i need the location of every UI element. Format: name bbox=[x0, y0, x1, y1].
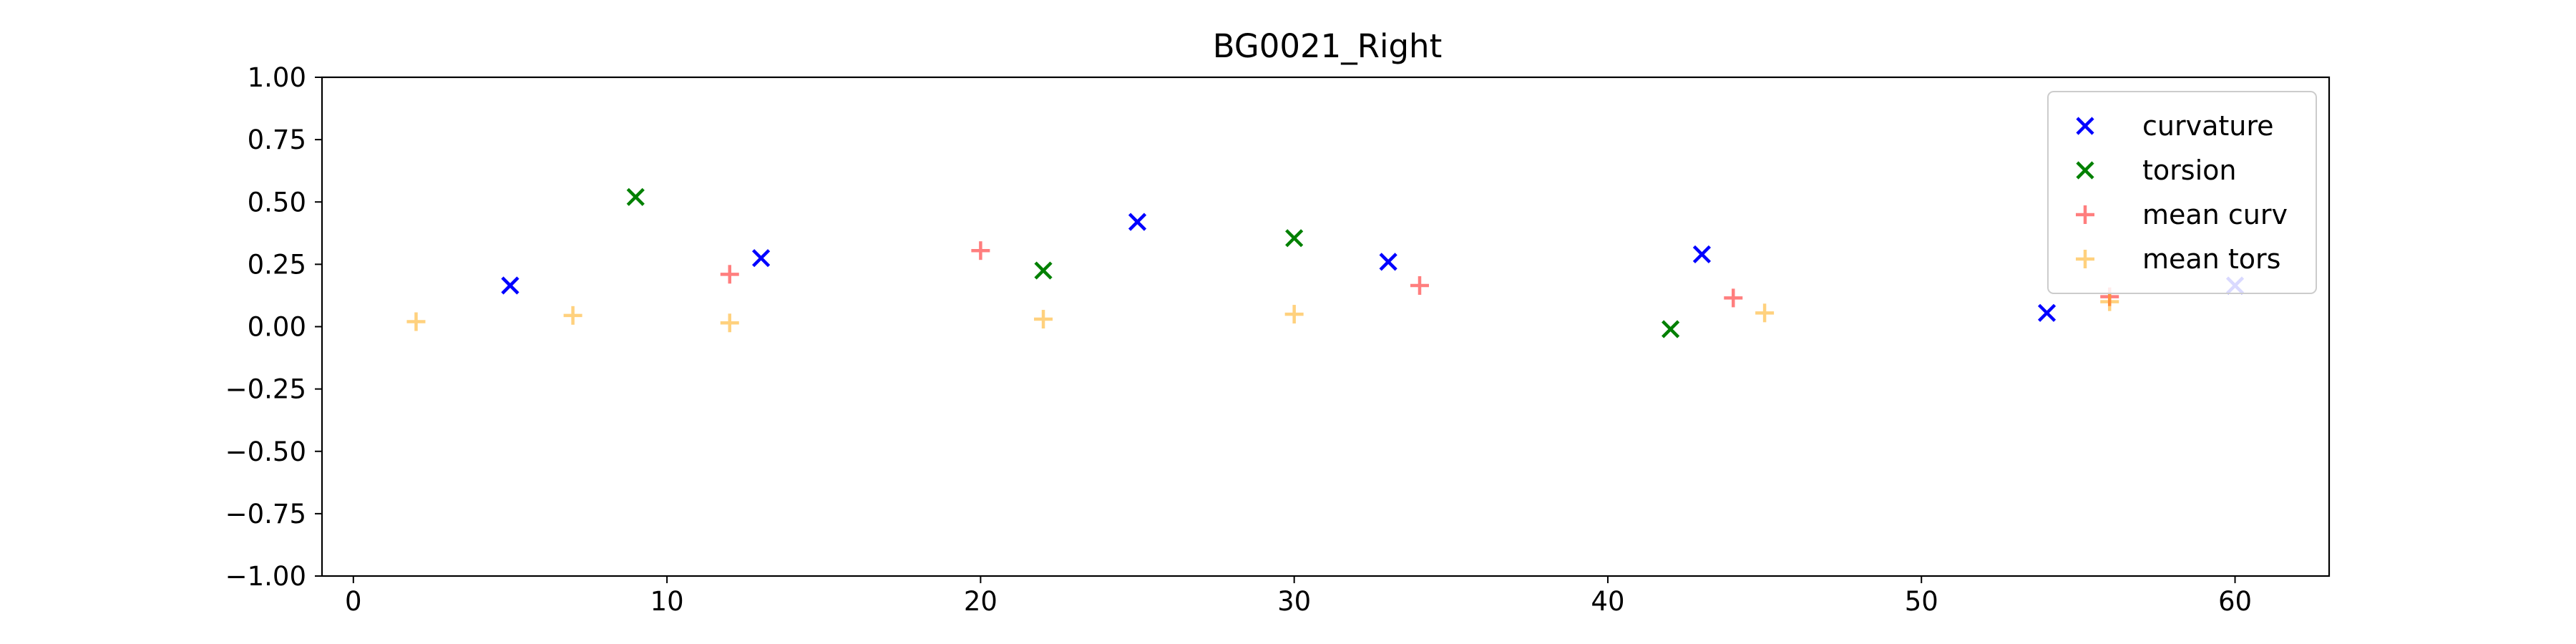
data-point-mean-tors bbox=[1755, 303, 1775, 323]
data-point-torsion-stroke bbox=[1285, 229, 1304, 248]
chart-title: BG0021_Right bbox=[1213, 27, 1442, 65]
plot-area: 0 10 20 30 40 50 60 −1.00 −0.75 −0.50 −0.25 0.00 0.2… bbox=[225, 62, 2331, 617]
y-tick-label: −0.50 bbox=[225, 436, 306, 467]
data-point-mean-tors bbox=[1284, 305, 1304, 324]
data-point-mean-tors bbox=[406, 312, 426, 331]
y-tick-label: −0.75 bbox=[225, 499, 306, 530]
legend-marker-mean-tors bbox=[2076, 250, 2094, 268]
data-point-mean-curv bbox=[1410, 275, 1429, 295]
legend-label-mean-curv: mean curv bbox=[2142, 199, 2288, 230]
legend-label-mean-tors: mean tors bbox=[2142, 243, 2280, 275]
data-point-curvature-stroke bbox=[1128, 213, 1147, 231]
legend-marker-mean-curv bbox=[2076, 205, 2094, 224]
data-point-torsion bbox=[626, 187, 645, 206]
legend-marker-curvature bbox=[2076, 117, 2094, 135]
x-tick-label: 60 bbox=[2218, 586, 2252, 617]
y-tick-label: 1.00 bbox=[248, 62, 306, 93]
legend: curvature torsion mean curv mean tors bbox=[2047, 91, 2317, 294]
y-tick-label: 0.50 bbox=[248, 187, 306, 218]
data-point-torsion-stroke bbox=[1662, 320, 1680, 338]
legend-marker-torsion bbox=[2076, 161, 2094, 180]
data-point-torsion bbox=[1034, 261, 1053, 280]
x-tick-label: 40 bbox=[1591, 586, 1624, 617]
data-point-torsion-stroke bbox=[626, 187, 645, 206]
data-point-curvature bbox=[752, 249, 771, 268]
data-point-mean-tors bbox=[1034, 310, 1053, 329]
legend-frame bbox=[2047, 91, 2317, 294]
data-point-mean-curv bbox=[1724, 288, 1743, 308]
data-point-curvature-stroke bbox=[501, 276, 519, 295]
series-mean-tors bbox=[406, 292, 2119, 333]
data-point-curvature bbox=[1379, 253, 1397, 271]
data-point-curvature-stroke bbox=[1692, 245, 1712, 264]
data-point-curvature bbox=[2037, 303, 2057, 322]
x-tick-label: 20 bbox=[964, 586, 997, 617]
series-torsion bbox=[626, 187, 1680, 338]
data-point-mean-curv bbox=[971, 241, 990, 260]
data-point-curvature-stroke bbox=[1379, 253, 1397, 271]
y-tick-label: −1.00 bbox=[225, 561, 306, 592]
x-tick-label: 50 bbox=[1905, 586, 1938, 617]
data-point-mean-curv bbox=[720, 265, 739, 284]
data-point-curvature-stroke bbox=[752, 249, 771, 268]
data-point-mean-tors bbox=[563, 306, 582, 325]
data-point-mean-tors bbox=[2100, 292, 2119, 311]
data-point-mean-tors bbox=[720, 313, 739, 333]
y-tick-label: 0.75 bbox=[248, 125, 306, 155]
x-tick-label: 0 bbox=[345, 586, 362, 617]
y-tick-label: −0.25 bbox=[225, 374, 306, 405]
data-point-curvature-stroke bbox=[2037, 303, 2057, 322]
y-tick-label: 0.25 bbox=[248, 249, 306, 280]
y-tick-label: 0.00 bbox=[248, 312, 306, 343]
data-point-torsion bbox=[1285, 229, 1304, 248]
x-tick-label: 10 bbox=[650, 586, 684, 617]
legend-marker-torsion-stroke bbox=[2076, 161, 2094, 180]
legend-label-torsion: torsion bbox=[2142, 155, 2236, 186]
legend-marker-curvature-stroke bbox=[2076, 117, 2094, 135]
legend-label-curvature: curvature bbox=[2142, 110, 2274, 142]
data-point-curvature bbox=[501, 276, 519, 295]
data-point-torsion-stroke bbox=[1034, 261, 1053, 280]
x-tick-label: 30 bbox=[1277, 586, 1311, 617]
data-point-curvature bbox=[1692, 245, 1712, 264]
data-point-torsion bbox=[1662, 320, 1680, 338]
data-point-curvature bbox=[1128, 213, 1147, 231]
